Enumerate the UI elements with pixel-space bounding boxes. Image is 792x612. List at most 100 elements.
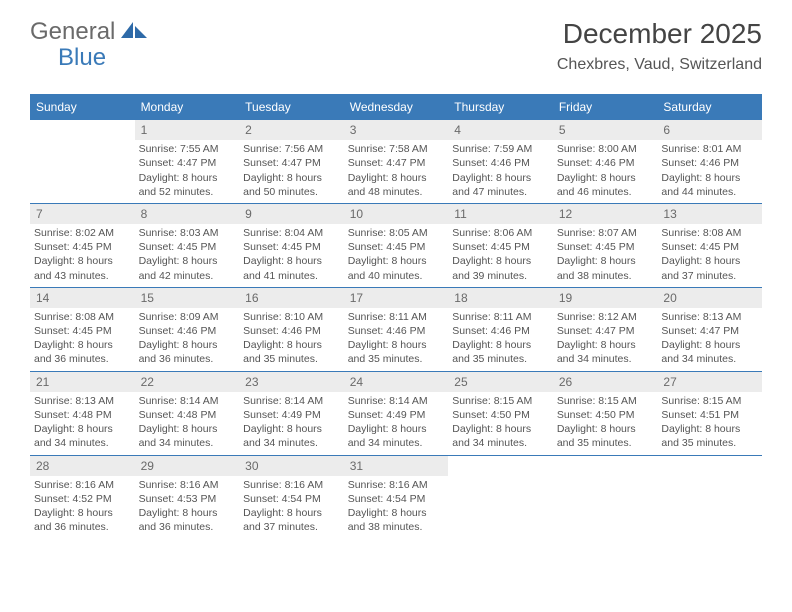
calendar-cell: 19Sunrise: 8:12 AMSunset: 4:47 PMDayligh… — [553, 288, 658, 371]
day-number: 4 — [448, 120, 553, 140]
cell-line: Daylight: 8 hours and 34 minutes. — [557, 338, 654, 366]
cell-line: Daylight: 8 hours and 36 minutes. — [34, 338, 131, 366]
cell-line: Daylight: 8 hours and 37 minutes. — [661, 254, 758, 282]
calendar-cell: 24Sunrise: 8:14 AMSunset: 4:49 PMDayligh… — [344, 372, 449, 455]
cell-line: Daylight: 8 hours and 50 minutes. — [243, 171, 340, 199]
cell-body: Sunrise: 8:00 AMSunset: 4:46 PMDaylight:… — [553, 140, 658, 203]
calendar-cell: 11Sunrise: 8:06 AMSunset: 4:45 PMDayligh… — [448, 204, 553, 287]
calendar-cell: 23Sunrise: 8:14 AMSunset: 4:49 PMDayligh… — [239, 372, 344, 455]
cell-body: Sunrise: 8:16 AMSunset: 4:53 PMDaylight:… — [135, 476, 240, 539]
calendar-cell — [553, 456, 658, 539]
cell-line: Sunrise: 8:13 AM — [34, 394, 131, 408]
day-number: 17 — [344, 288, 449, 308]
cell-line: Sunset: 4:52 PM — [34, 492, 131, 506]
calendar-cell: 25Sunrise: 8:15 AMSunset: 4:50 PMDayligh… — [448, 372, 553, 455]
month-title: December 2025 — [557, 18, 762, 50]
day-number: 2 — [239, 120, 344, 140]
day-number: 28 — [30, 456, 135, 476]
calendar-cell: 10Sunrise: 8:05 AMSunset: 4:45 PMDayligh… — [344, 204, 449, 287]
cell-body: Sunrise: 8:16 AMSunset: 4:52 PMDaylight:… — [30, 476, 135, 539]
day-number: 9 — [239, 204, 344, 224]
cell-line: Daylight: 8 hours and 47 minutes. — [452, 171, 549, 199]
cell-line: Sunrise: 8:13 AM — [661, 310, 758, 324]
cell-body: Sunrise: 8:15 AMSunset: 4:50 PMDaylight:… — [553, 392, 658, 455]
day-number: 16 — [239, 288, 344, 308]
day-number: 23 — [239, 372, 344, 392]
day-header-thu: Thursday — [448, 94, 553, 120]
day-number: 20 — [657, 288, 762, 308]
title-block: December 2025 Chexbres, Vaud, Switzerlan… — [557, 18, 762, 74]
logo-line2-wrap: Blue — [30, 44, 106, 72]
cell-line: Sunset: 4:51 PM — [661, 408, 758, 422]
cell-line: Sunset: 4:46 PM — [452, 324, 549, 338]
calendar-cell: 9Sunrise: 8:04 AMSunset: 4:45 PMDaylight… — [239, 204, 344, 287]
day-header-fri: Friday — [553, 94, 658, 120]
day-number: 14 — [30, 288, 135, 308]
calendar-cell: 3Sunrise: 7:58 AMSunset: 4:47 PMDaylight… — [344, 120, 449, 203]
week-row: 1Sunrise: 7:55 AMSunset: 4:47 PMDaylight… — [30, 120, 762, 204]
calendar-cell: 15Sunrise: 8:09 AMSunset: 4:46 PMDayligh… — [135, 288, 240, 371]
cell-line: Daylight: 8 hours and 34 minutes. — [661, 338, 758, 366]
calendar-cell: 8Sunrise: 8:03 AMSunset: 4:45 PMDaylight… — [135, 204, 240, 287]
day-number: 26 — [553, 372, 658, 392]
day-headers-row: Sunday Monday Tuesday Wednesday Thursday… — [30, 94, 762, 120]
cell-body: Sunrise: 8:12 AMSunset: 4:47 PMDaylight:… — [553, 308, 658, 371]
cell-line: Sunset: 4:46 PM — [243, 324, 340, 338]
cell-line: Sunset: 4:45 PM — [139, 240, 236, 254]
day-number — [30, 120, 135, 140]
week-row: 14Sunrise: 8:08 AMSunset: 4:45 PMDayligh… — [30, 288, 762, 372]
cell-body: Sunrise: 8:06 AMSunset: 4:45 PMDaylight:… — [448, 224, 553, 287]
calendar-cell: 4Sunrise: 7:59 AMSunset: 4:46 PMDaylight… — [448, 120, 553, 203]
cell-line: Daylight: 8 hours and 34 minutes. — [139, 422, 236, 450]
cell-line: Sunrise: 8:05 AM — [348, 226, 445, 240]
cell-line: Sunset: 4:45 PM — [557, 240, 654, 254]
cell-line: Sunset: 4:47 PM — [139, 156, 236, 170]
cell-body: Sunrise: 8:14 AMSunset: 4:49 PMDaylight:… — [344, 392, 449, 455]
cell-line: Sunset: 4:54 PM — [348, 492, 445, 506]
calendar-cell: 16Sunrise: 8:10 AMSunset: 4:46 PMDayligh… — [239, 288, 344, 371]
cell-line: Sunrise: 8:16 AM — [243, 478, 340, 492]
day-number — [657, 456, 762, 476]
day-number: 12 — [553, 204, 658, 224]
calendar-cell: 28Sunrise: 8:16 AMSunset: 4:52 PMDayligh… — [30, 456, 135, 539]
cell-line: Sunrise: 8:08 AM — [661, 226, 758, 240]
cell-body: Sunrise: 7:55 AMSunset: 4:47 PMDaylight:… — [135, 140, 240, 203]
day-header-sat: Saturday — [657, 94, 762, 120]
cell-line: Daylight: 8 hours and 35 minutes. — [661, 422, 758, 450]
day-number: 21 — [30, 372, 135, 392]
cell-line: Sunrise: 8:14 AM — [243, 394, 340, 408]
calendar-cell: 21Sunrise: 8:13 AMSunset: 4:48 PMDayligh… — [30, 372, 135, 455]
cell-line: Sunset: 4:45 PM — [661, 240, 758, 254]
cell-line: Daylight: 8 hours and 36 minutes. — [139, 506, 236, 534]
calendar-cell: 7Sunrise: 8:02 AMSunset: 4:45 PMDaylight… — [30, 204, 135, 287]
cell-body: Sunrise: 8:15 AMSunset: 4:51 PMDaylight:… — [657, 392, 762, 455]
cell-line: Sunrise: 8:10 AM — [243, 310, 340, 324]
cell-body: Sunrise: 8:11 AMSunset: 4:46 PMDaylight:… — [448, 308, 553, 371]
day-number — [553, 456, 658, 476]
cell-body: Sunrise: 7:59 AMSunset: 4:46 PMDaylight:… — [448, 140, 553, 203]
cell-line: Sunset: 4:49 PM — [243, 408, 340, 422]
calendar-cell: 13Sunrise: 8:08 AMSunset: 4:45 PMDayligh… — [657, 204, 762, 287]
cell-line: Sunset: 4:50 PM — [452, 408, 549, 422]
cell-line: Sunrise: 8:15 AM — [452, 394, 549, 408]
cell-line: Sunrise: 7:58 AM — [348, 142, 445, 156]
calendar-cell: 12Sunrise: 8:07 AMSunset: 4:45 PMDayligh… — [553, 204, 658, 287]
cell-line: Sunset: 4:46 PM — [452, 156, 549, 170]
cell-line: Sunrise: 8:01 AM — [661, 142, 758, 156]
calendar-cell: 2Sunrise: 7:56 AMSunset: 4:47 PMDaylight… — [239, 120, 344, 203]
day-number — [448, 456, 553, 476]
cell-line: Daylight: 8 hours and 34 minutes. — [348, 422, 445, 450]
cell-body: Sunrise: 8:02 AMSunset: 4:45 PMDaylight:… — [30, 224, 135, 287]
day-number: 11 — [448, 204, 553, 224]
location: Chexbres, Vaud, Switzerland — [557, 56, 762, 74]
cell-line: Daylight: 8 hours and 35 minutes. — [557, 422, 654, 450]
cell-line: Daylight: 8 hours and 40 minutes. — [348, 254, 445, 282]
cell-body: Sunrise: 8:07 AMSunset: 4:45 PMDaylight:… — [553, 224, 658, 287]
calendar-cell: 27Sunrise: 8:15 AMSunset: 4:51 PMDayligh… — [657, 372, 762, 455]
cell-body: Sunrise: 8:10 AMSunset: 4:46 PMDaylight:… — [239, 308, 344, 371]
cell-line: Daylight: 8 hours and 41 minutes. — [243, 254, 340, 282]
day-header-wed: Wednesday — [344, 94, 449, 120]
cell-line: Sunrise: 8:07 AM — [557, 226, 654, 240]
day-number: 5 — [553, 120, 658, 140]
cell-body: Sunrise: 8:03 AMSunset: 4:45 PMDaylight:… — [135, 224, 240, 287]
